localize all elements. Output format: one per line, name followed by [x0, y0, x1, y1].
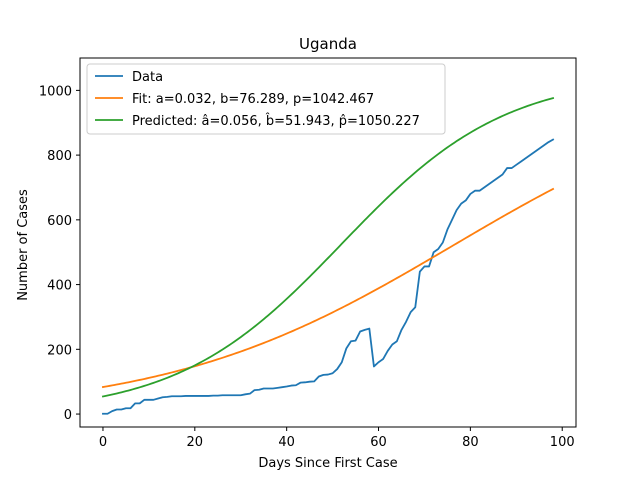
- y-axis-title: Number of Cases: [16, 189, 31, 301]
- y-tick-label: 800: [47, 149, 72, 164]
- legend: Data Fit: a=0.032, b=76.289, p=1042.467 Pr…: [86, 63, 446, 135]
- series-layer: [101, 96, 555, 415]
- y-tick-label: 200: [47, 343, 72, 358]
- y-tick-label: 1000: [39, 84, 72, 99]
- x-tick-label: 100: [550, 435, 575, 450]
- x-tick-label: 0: [99, 435, 107, 450]
- x-tick-label: 40: [278, 435, 295, 450]
- legend-label-1: Fit: a=0.032, b=76.289, p=1042.467: [132, 92, 374, 107]
- axes-frame: [79, 57, 577, 428]
- x-tick-label: 80: [462, 435, 479, 450]
- y-tick-label: 0: [64, 408, 72, 423]
- y-tick-label: 600: [47, 214, 72, 229]
- legend-label-0: Data: [132, 70, 163, 85]
- x-tick-label: 20: [187, 435, 204, 450]
- y-tick-label: 400: [47, 279, 72, 294]
- chart-title: Uganda: [299, 35, 357, 53]
- legend-label-2: Predicted: â=0.056, b̂=51.943, p̂=1050.2…: [132, 114, 420, 129]
- series-line-2: [101, 96, 555, 398]
- legend-box: [86, 63, 446, 135]
- x-tick-label: 60: [370, 435, 387, 450]
- series-line-1: [101, 187, 555, 389]
- x-axis-title: Days Since First Case: [258, 456, 397, 471]
- series-line-0: [102, 138, 555, 415]
